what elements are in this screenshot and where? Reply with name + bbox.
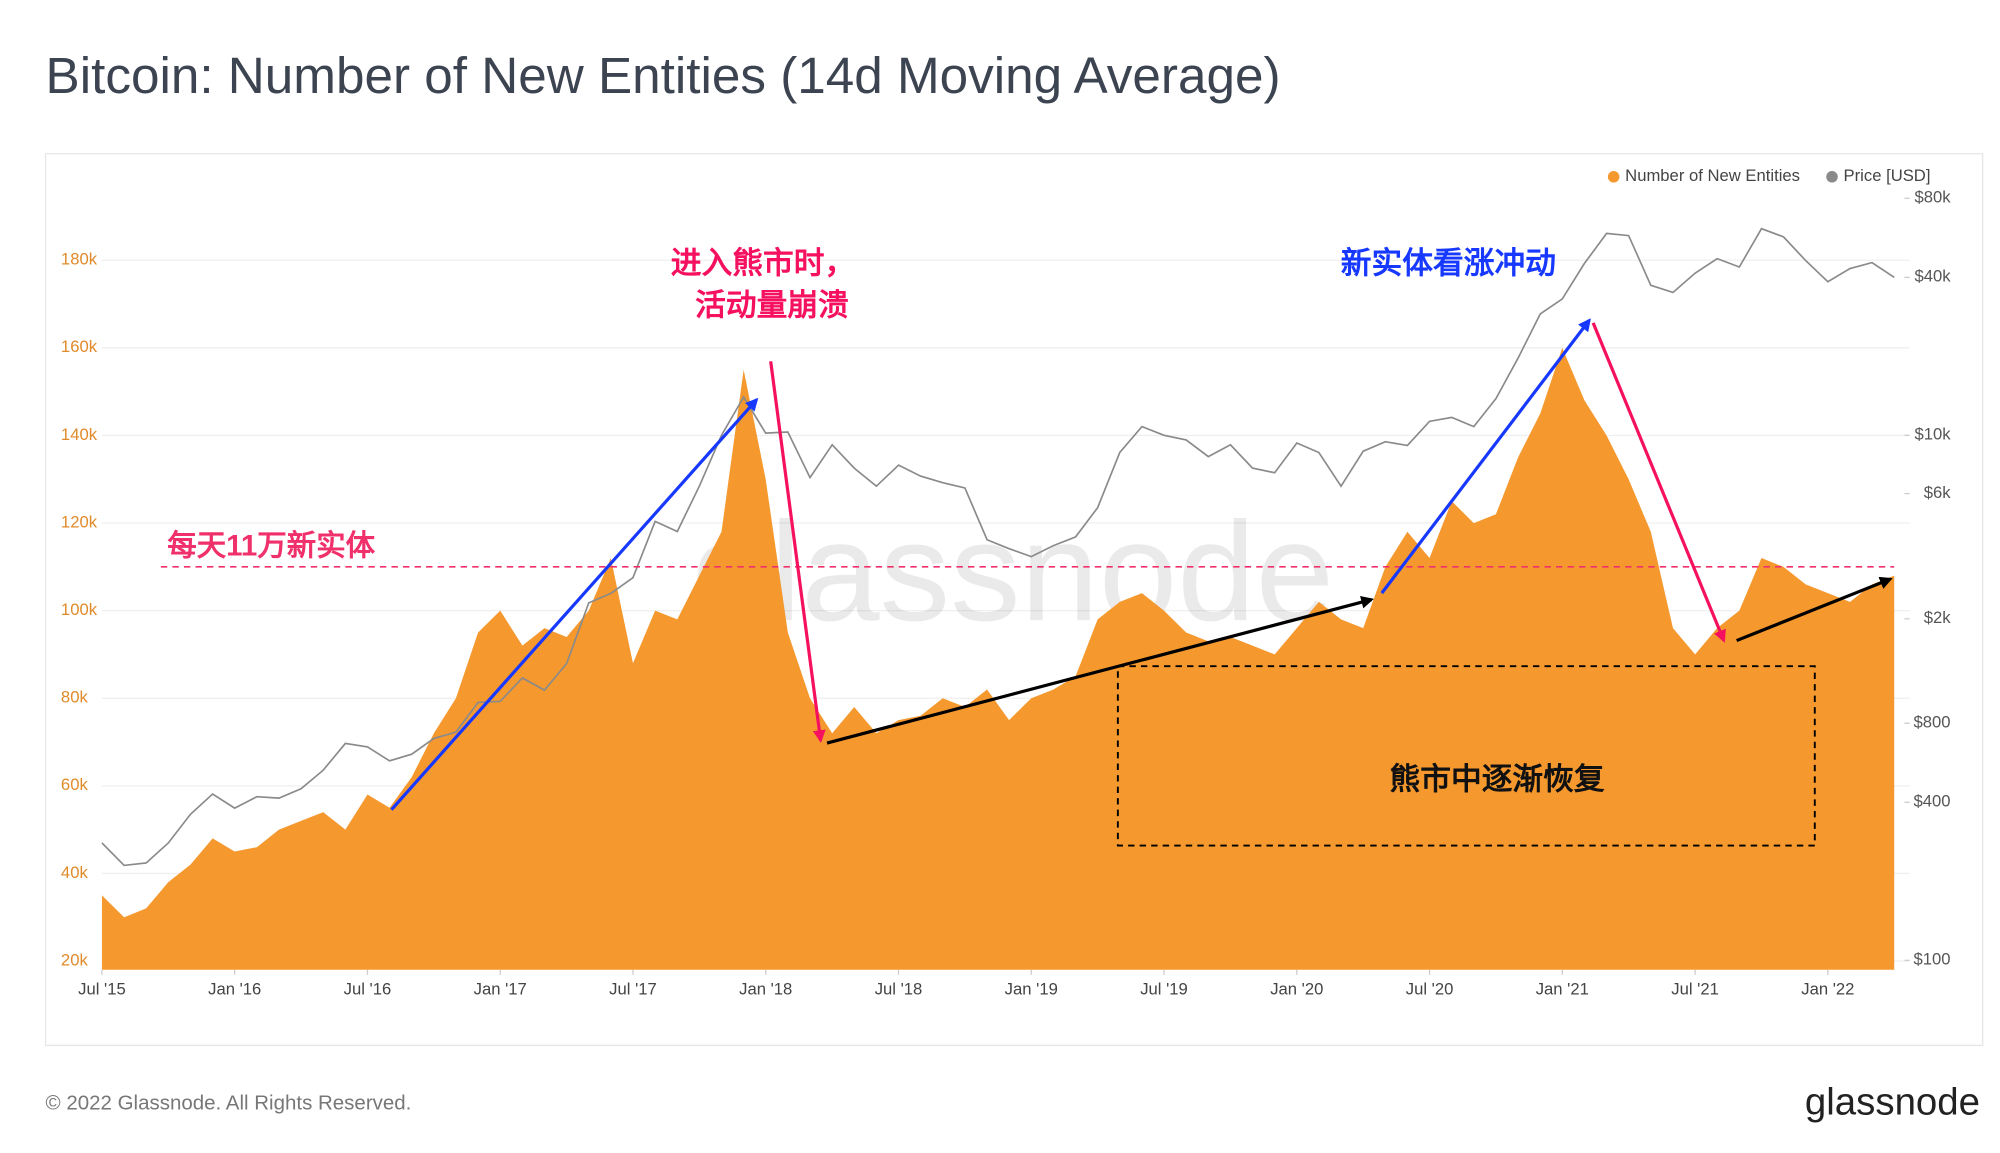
legend-swatch <box>1826 171 1838 183</box>
y-tick-label: 40k <box>61 863 89 882</box>
dashed-box <box>1116 665 1816 847</box>
x-tick-label: Jan '22 <box>1801 980 1854 999</box>
arrow <box>769 361 826 744</box>
y-tick-label: 180k <box>61 250 98 269</box>
watermark: glassnode <box>692 492 1334 650</box>
x-tick-label: Jan '20 <box>1270 980 1323 999</box>
legend-label: Price [USD] <box>1844 166 1931 185</box>
legend-swatch <box>1607 171 1620 183</box>
arrow <box>1736 576 1893 643</box>
price-line <box>101 227 1895 867</box>
footer-logo: glassnode <box>1805 1080 1980 1123</box>
x-tick-label: Jan '18 <box>739 980 792 999</box>
arrows <box>390 318 1893 847</box>
y-tick-label: 160k <box>61 337 98 356</box>
annotation: 活动量崩溃 <box>695 288 849 323</box>
y-tick-label: 120k <box>61 512 98 531</box>
arrow <box>1591 322 1726 643</box>
x-tick-label: Jan '17 <box>474 980 527 999</box>
title: Bitcoin: Number of New Entities (14d Mov… <box>46 47 1281 104</box>
annotation: 新实体看涨冲动 <box>1341 245 1556 280</box>
footer-copyright: © 2022 Glassnode. All Rights Reserved. <box>46 1092 412 1115</box>
y2-tick-label: $400 <box>1914 792 1951 811</box>
x-tick-label: Jul '17 <box>609 980 657 999</box>
entities-area <box>101 347 1895 970</box>
legend-label: Number of New Entities <box>1625 166 1800 185</box>
y-tick-label: 60k <box>61 775 89 794</box>
y-tick-label: 80k <box>61 688 89 707</box>
x-tick-label: Jul '15 <box>78 980 126 999</box>
x-tick-label: Jan '16 <box>208 980 261 999</box>
arrow <box>390 397 759 811</box>
y2-tick-label: $800 <box>1914 713 1951 732</box>
x-tick-label: Jul '21 <box>1671 980 1719 999</box>
arrow <box>1380 318 1591 595</box>
y2-tick-label: $100 <box>1914 950 1951 969</box>
y2-tick-label: $2k <box>1924 608 1952 627</box>
y2-tick-label: $80k <box>1914 188 1951 207</box>
x-tick-label: Jul '19 <box>1140 980 1188 999</box>
x-tick-label: Jan '21 <box>1536 980 1589 999</box>
x-tick-label: Jul '16 <box>344 980 392 999</box>
y2-tick-label: $10k <box>1914 425 1951 444</box>
y-tick-label: 100k <box>61 600 98 619</box>
x-tick-label: Jul '20 <box>1406 980 1454 999</box>
arrow <box>826 595 1374 745</box>
plot: 20k 40k 60k 80k 100k 120k 140k 160k 180k $100 $400… <box>61 166 1951 999</box>
y-tick-label: 140k <box>61 425 98 444</box>
annotation: 进入熊市时， <box>671 245 855 280</box>
y2-tick-label: $40k <box>1914 267 1951 286</box>
x-tick-label: Jul '18 <box>875 980 923 999</box>
reference-label: 每天11万新实体 <box>167 528 375 562</box>
chart-frame <box>44 153 1984 1047</box>
x-tick-label: Jan '19 <box>1005 980 1058 999</box>
annotation: 熊市中逐渐恢复 <box>1390 762 1605 797</box>
y2-tick-label: $6k <box>1924 483 1952 502</box>
y-tick-label: 20k <box>61 950 89 969</box>
